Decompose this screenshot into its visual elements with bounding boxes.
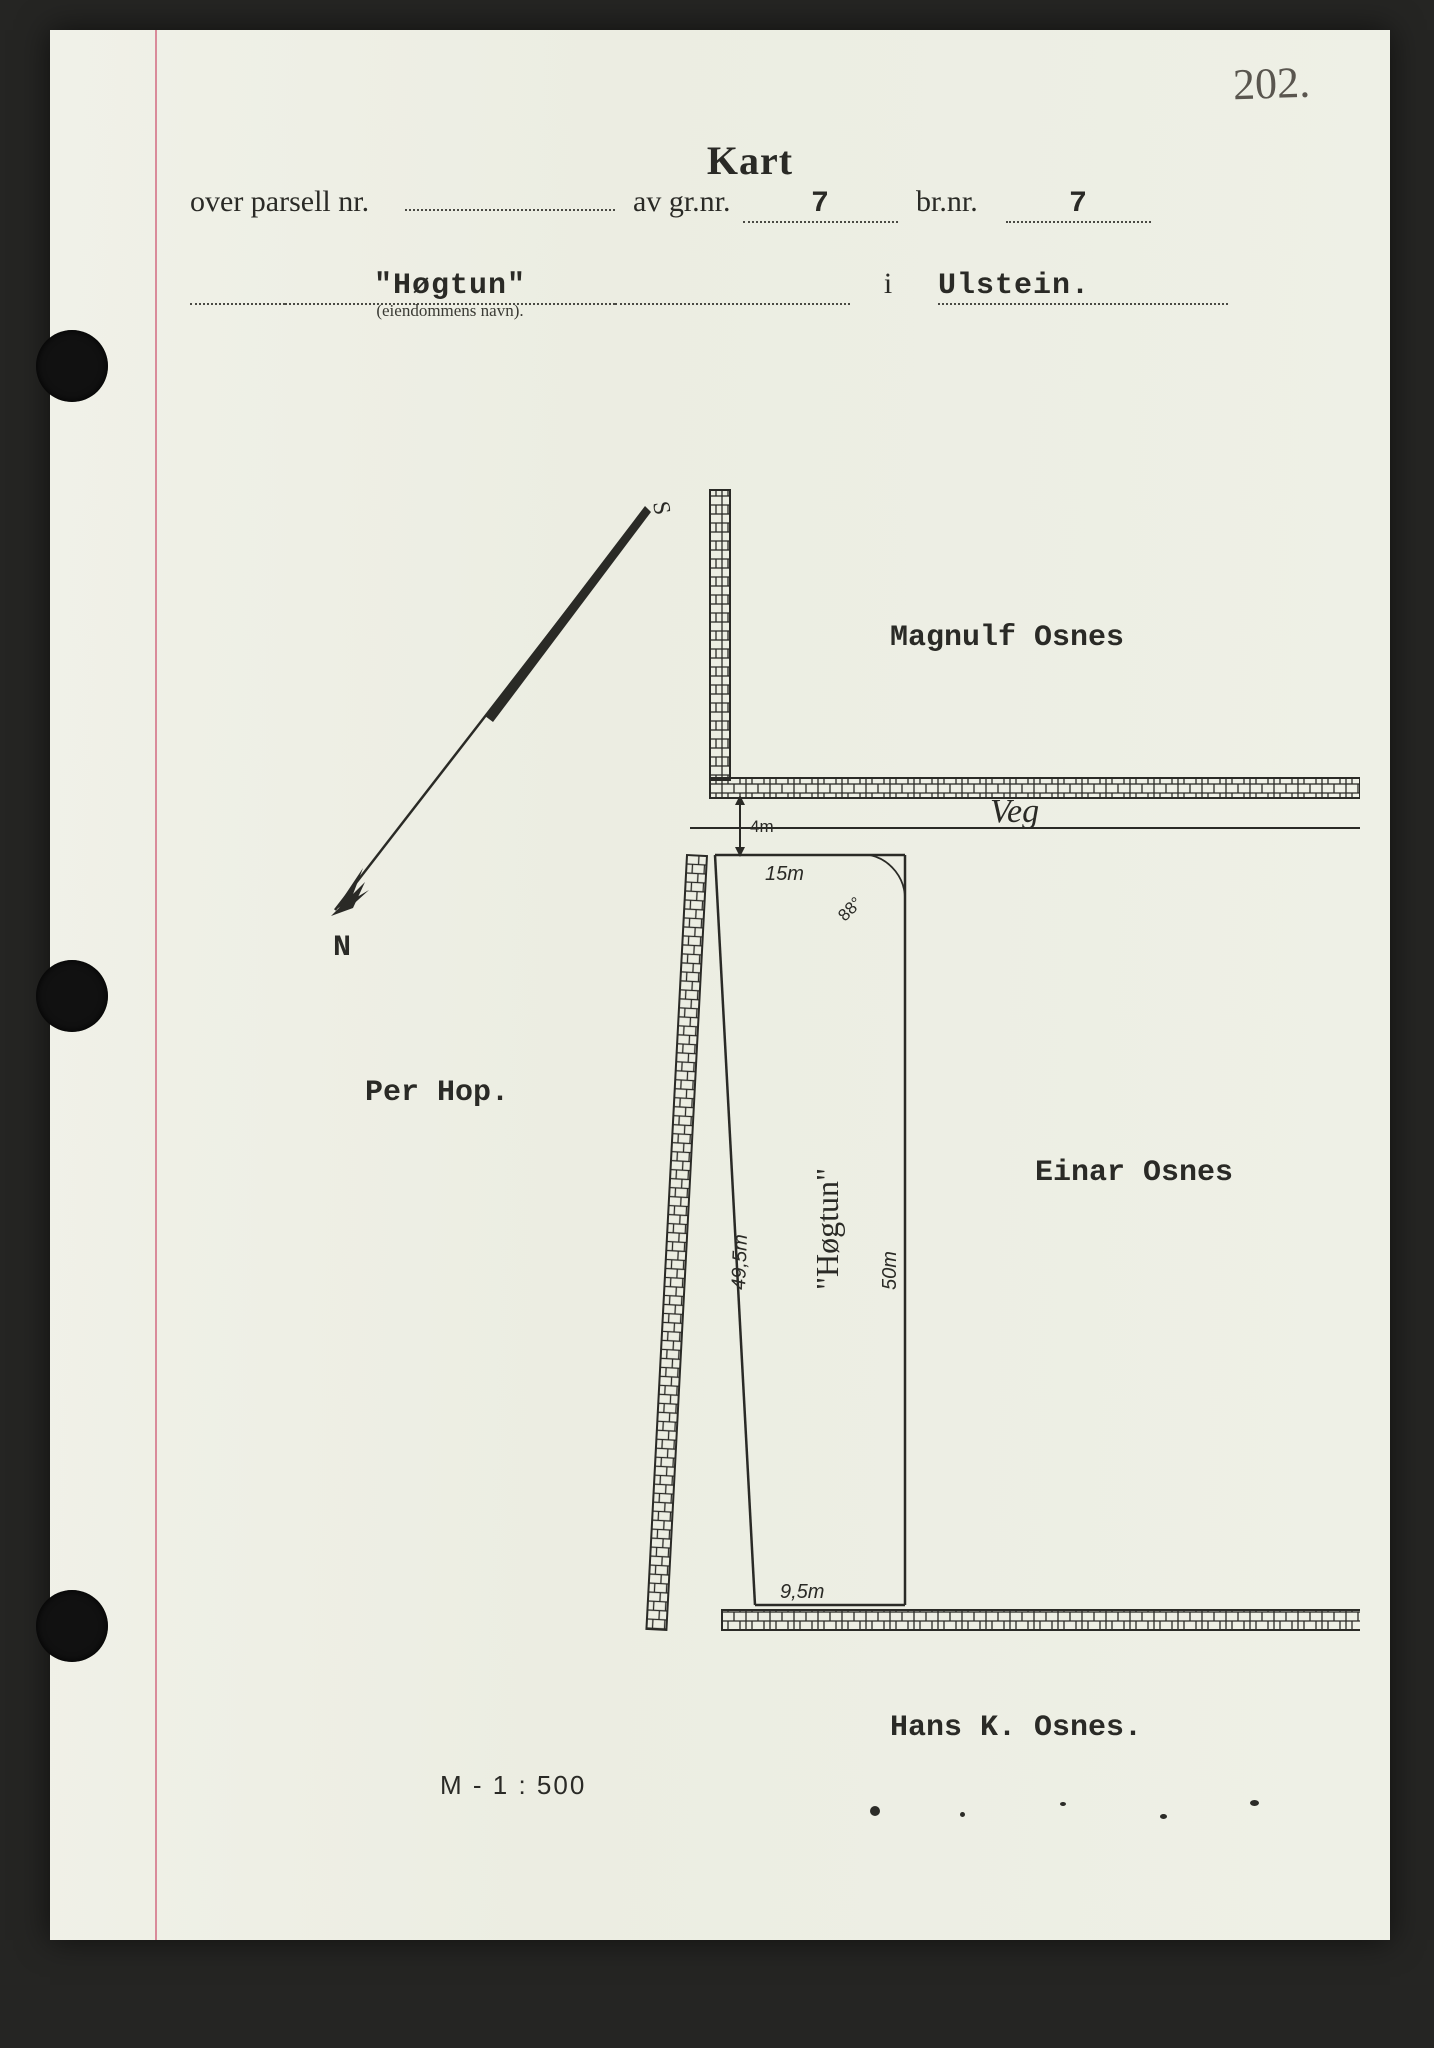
page-number-handwritten: 202. xyxy=(1232,57,1311,111)
compass-north-label: N xyxy=(333,931,351,965)
compass: S N xyxy=(331,499,675,965)
red-margin-line xyxy=(155,30,157,1940)
wall-lower xyxy=(646,855,1360,1630)
neighbour-north: Magnulf Osnes xyxy=(890,621,1124,655)
label-brnr: br.nr. xyxy=(916,185,1006,219)
header-line-1: over parsell nr. av gr.nr.7 br.nr.7 xyxy=(190,185,1310,245)
compass-south-label: S xyxy=(647,499,675,517)
field-parsell-nr xyxy=(405,209,615,211)
label-eiendommens-navn: (eiendommens navn). xyxy=(285,301,615,321)
dim-road-gap: 4m xyxy=(740,800,774,852)
dim-north: 15m xyxy=(765,863,804,885)
scale-label: M - 1 : 500 xyxy=(440,1770,586,1801)
dim-south: 9,5m xyxy=(780,1581,824,1603)
parcel-map: S N xyxy=(170,460,1360,1760)
neighbour-south: Hans K. Osnes. xyxy=(890,1711,1142,1745)
dim-angle: 88° xyxy=(834,855,905,925)
punch-hole xyxy=(36,330,108,402)
field-grnr: 7 xyxy=(743,187,898,223)
document-page: 202. Kart over parsell nr. av gr.nr.7 br… xyxy=(50,30,1390,1940)
punch-hole xyxy=(36,1590,108,1662)
road-label: Veg xyxy=(990,793,1039,830)
dim-east: 50m xyxy=(879,1251,901,1290)
title-kart: Kart xyxy=(190,137,1310,184)
label-i: i xyxy=(868,267,908,301)
speckle xyxy=(870,1806,880,1816)
speckle xyxy=(1060,1802,1066,1806)
punch-hole xyxy=(36,960,108,1032)
neighbour-west: Per Hop. xyxy=(365,1076,509,1110)
neighbour-east: Einar Osnes xyxy=(1035,1156,1233,1190)
speckle xyxy=(1250,1800,1259,1806)
header-block: Kart over parsell nr. av gr.nr.7 br.nr.7… xyxy=(190,185,1310,327)
speckle xyxy=(960,1812,965,1817)
svg-text:88°: 88° xyxy=(834,893,866,925)
parcel-name: "Høgtun" xyxy=(809,1168,845,1290)
label-over-parsell: over parsell nr. xyxy=(190,185,405,219)
label-av-grnr: av gr.nr. xyxy=(633,185,743,219)
svg-text:4m: 4m xyxy=(750,817,774,836)
speckle xyxy=(1160,1814,1167,1819)
field-brnr: 7 xyxy=(1006,187,1151,223)
header-line-2: "Høgtun"(eiendommens navn). i Ulstein. xyxy=(190,267,1310,327)
dim-west: 49,5m xyxy=(728,1234,752,1290)
field-municipality: Ulstein. xyxy=(938,269,1228,305)
field-property-name: "Høgtun" xyxy=(285,269,615,305)
scan-background: 202. Kart over parsell nr. av gr.nr.7 br… xyxy=(0,0,1434,2048)
